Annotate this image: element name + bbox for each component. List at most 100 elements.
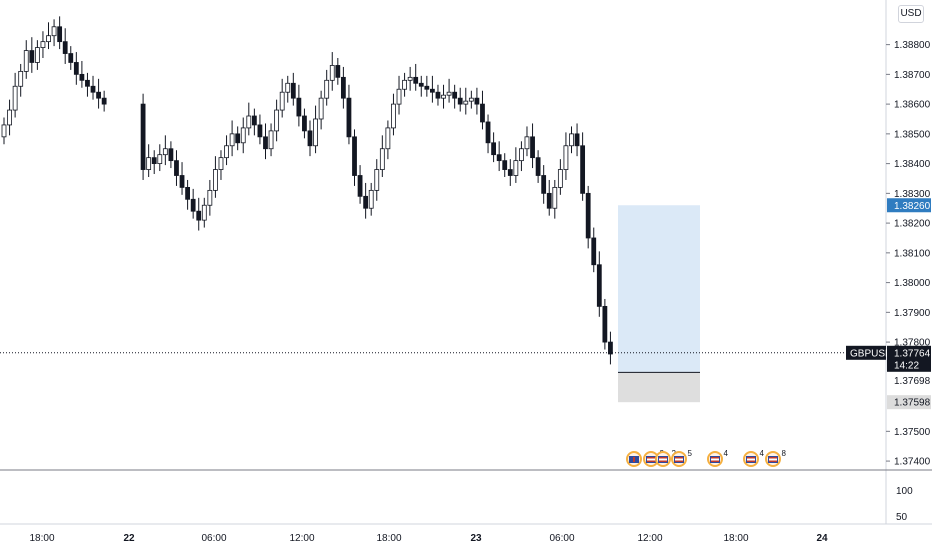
candle-body [507, 169, 513, 176]
candle [196, 197, 202, 231]
candle-body [552, 187, 558, 209]
chart-grid [0, 0, 932, 525]
candle-body [363, 195, 369, 209]
us-flag-icon [658, 455, 668, 463]
candle-body [580, 145, 586, 194]
time-tick-label: 24 [816, 533, 828, 544]
candle-body [441, 94, 446, 99]
entry-price-tag-bg [887, 373, 931, 388]
candle-body [7, 109, 12, 126]
candlestick-series [1, 16, 613, 365]
time-axis[interactable]: 18:00 22 06:00 12:00 18:00 23 06:00 12:00 18:00 2… [29, 533, 828, 544]
candle [441, 84, 446, 109]
event-badge[interactable] [626, 451, 642, 467]
candle [18, 63, 24, 97]
oscillator-tick-label: 50 [896, 512, 908, 523]
candle [363, 182, 369, 219]
candle-body [474, 97, 480, 105]
event-badge[interactable]: 5 [671, 449, 692, 467]
event-badge[interactable]: 8 [765, 449, 786, 467]
position-tool[interactable] [618, 205, 700, 403]
candle [62, 28, 68, 64]
profit-zone [618, 205, 700, 373]
oscillator-tick-label: 100 [896, 486, 913, 497]
candle-body [168, 148, 174, 162]
price-tick-label: 1.38100 [894, 248, 931, 259]
candle-body [240, 127, 246, 144]
candle-body [313, 118, 318, 147]
price-lines: GBPUSD [0, 345, 892, 360]
candle-body [468, 97, 474, 102]
candle [591, 227, 597, 273]
price-tick-label: 1.38500 [894, 129, 931, 140]
entry-price-tag-label: 1.37698 [894, 376, 931, 387]
candle-body [213, 169, 218, 191]
candle-body [68, 53, 74, 63]
candle [608, 331, 613, 365]
candle-body [402, 79, 407, 90]
candle-body [34, 47, 40, 63]
candle-body [502, 160, 508, 170]
event-badge[interactable]: 2 [655, 449, 676, 467]
candle-body [530, 136, 535, 159]
event-badge[interactable]: 4 [707, 449, 728, 467]
target-price-tag-bg [887, 198, 931, 213]
candle [474, 87, 480, 115]
candle [290, 72, 296, 106]
candle [457, 87, 463, 112]
candle [602, 298, 608, 350]
stop-loss-zone [618, 372, 700, 403]
candle-body [101, 97, 107, 105]
time-tick-label: 18:00 [723, 533, 748, 544]
candle-body [201, 204, 207, 221]
time-tick-label: 23 [470, 533, 482, 544]
event-count: 8 [781, 449, 786, 458]
candle-body [513, 160, 519, 176]
candle [368, 182, 374, 216]
candle-body [602, 305, 608, 343]
event-badge[interactable]: 4 [743, 449, 764, 467]
candle-body [446, 91, 452, 96]
candle-body [285, 82, 291, 93]
time-tick-label: 22 [123, 533, 135, 544]
candle-body [435, 91, 441, 99]
candle-body [46, 35, 51, 43]
event-count: 4 [723, 449, 728, 458]
candle-body [519, 148, 524, 162]
candle-body [557, 169, 563, 188]
candle [480, 90, 485, 130]
currency-button[interactable]: USD [898, 5, 924, 23]
candle-body [340, 76, 346, 99]
candle [379, 135, 385, 177]
candle-body [357, 175, 363, 197]
event-count: 4 [759, 449, 764, 458]
stop-price-tag-label: 1.37598 [894, 398, 931, 409]
candle-body [574, 133, 580, 147]
candle-body [207, 189, 213, 206]
candle [151, 150, 157, 175]
candle [68, 46, 74, 70]
target-price-tag-label: 1.38260 [894, 201, 931, 212]
candle-body [29, 50, 35, 63]
current-price-label: 1.37764 [894, 348, 931, 359]
candle [418, 75, 424, 97]
price-axis[interactable]: 1.38800 1.38700 1.38600 1.38500 1.38400 1.383… [886, 40, 931, 468]
candle [335, 58, 341, 85]
candle-body [379, 148, 385, 170]
candle-body [85, 79, 90, 87]
candle-body [485, 121, 491, 144]
candle-body [146, 157, 152, 170]
candle-body [608, 341, 613, 355]
candle [85, 72, 90, 97]
entry-price-tag: 1.37698 [887, 373, 931, 388]
candle [213, 156, 218, 198]
candle [246, 102, 252, 136]
price-tick-label: 1.38400 [894, 159, 931, 170]
candle-body [90, 85, 96, 93]
candle [396, 75, 402, 115]
candle [29, 37, 35, 73]
candle [73, 52, 79, 85]
candle [229, 120, 235, 157]
candle [557, 159, 563, 195]
